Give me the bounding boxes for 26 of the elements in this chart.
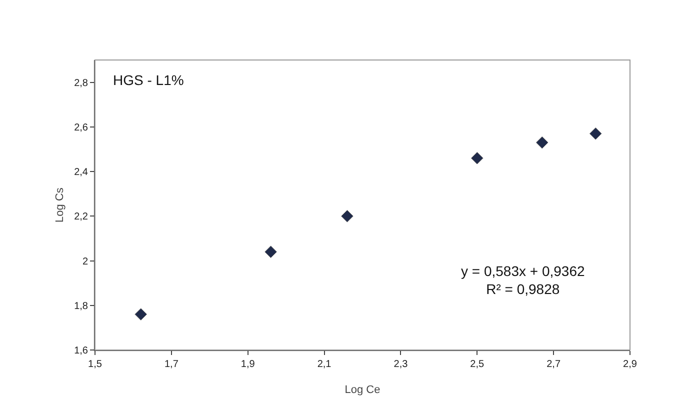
point [264, 246, 277, 258]
x-axis-title: Log Ce [344, 384, 380, 396]
point [590, 128, 602, 140]
x-tick-label: 1,5 [88, 359, 102, 370]
y-tick-label: 1,6 [74, 346, 88, 356]
x-tick-label: 2,5 [470, 359, 485, 370]
y-tick-label: 2 [82, 256, 88, 268]
x-tick-label: 1,7 [164, 359, 179, 370]
y-tick-label: 2,4 [74, 167, 88, 178]
y-tick-label: 2,2 [74, 212, 88, 223]
x-tick-label: 2,9 [623, 359, 638, 370]
point [536, 136, 548, 149]
point [471, 152, 484, 164]
point [341, 210, 354, 222]
y-tick-label: 2,8 [74, 78, 88, 89]
x-tick-label: 2,3 [394, 359, 408, 370]
y-tick-label: 2,6 [74, 122, 88, 134]
annotation: y = 0,583x + 0,9362 [461, 263, 585, 279]
x-tick-label: 1,9 [240, 359, 256, 370]
y-axis-title: Log Cs [54, 187, 66, 222]
x-tick-label: 2,1 [317, 359, 332, 370]
annotation: HGS - L1% [113, 72, 184, 88]
annotation: R² = 0,9828 [486, 281, 560, 298]
x-tick-label: 2,7 [546, 359, 561, 370]
y-tick-label: 1,8 [74, 300, 88, 312]
point [134, 308, 147, 320]
